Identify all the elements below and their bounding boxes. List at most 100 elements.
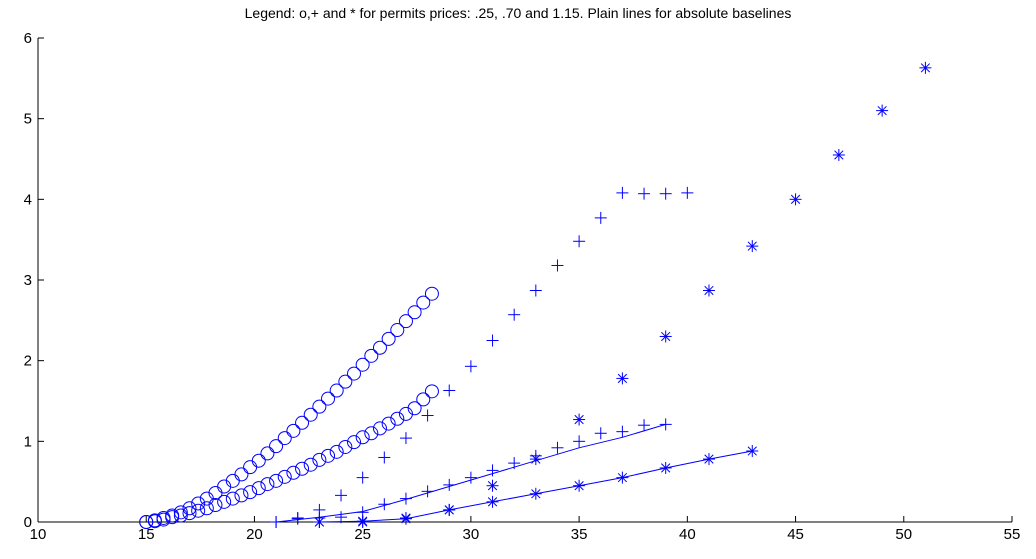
circle-marker <box>182 501 197 516</box>
circle-marker <box>407 401 422 416</box>
asterisk-marker <box>746 445 759 458</box>
plus-marker <box>616 425 629 438</box>
asterisk-marker <box>789 193 802 206</box>
asterisk-marker <box>313 516 326 528</box>
asterisk-marker <box>443 503 456 516</box>
asterisk-marker <box>702 453 715 466</box>
plus-marker <box>486 464 499 477</box>
x-tick-label: 15 <box>138 526 155 543</box>
circle-marker <box>277 469 292 484</box>
plus-marker <box>443 384 456 397</box>
x-tick-label: 10 <box>30 526 47 543</box>
plus-marker <box>551 441 564 454</box>
asterisk-marker <box>573 413 586 426</box>
plus-marker <box>378 451 391 464</box>
circle-marker <box>269 439 284 454</box>
circle-marker <box>312 399 327 414</box>
circle-marker <box>390 323 405 338</box>
circle-marker <box>372 421 387 436</box>
circle-marker <box>347 435 362 450</box>
circle-marker <box>355 430 370 445</box>
asterisk-marker <box>486 479 499 492</box>
x-tick-label: 50 <box>895 526 912 543</box>
circle-marker <box>329 383 344 398</box>
circle-marker <box>156 512 171 527</box>
plus-marker <box>616 186 629 199</box>
plus-marker <box>486 334 499 347</box>
y-tick-label: 1 <box>24 433 32 450</box>
asterisk-marker <box>746 240 759 253</box>
circle-marker <box>277 431 292 446</box>
x-tick-label: 35 <box>571 526 588 543</box>
asterisk-marker <box>399 512 412 525</box>
circle-marker <box>312 452 327 467</box>
circle-marker <box>147 514 162 529</box>
plus-marker <box>594 211 607 224</box>
x-tick-label: 40 <box>679 526 696 543</box>
asterisk-marker <box>659 461 672 474</box>
plus-marker <box>464 471 477 484</box>
asterisk-marker <box>832 148 845 161</box>
data-markers <box>139 61 932 529</box>
x-tick-label: 25 <box>354 526 371 543</box>
plus-marker <box>681 186 694 199</box>
plus-marker <box>399 432 412 445</box>
circle-marker <box>381 331 396 346</box>
circle-marker <box>295 461 310 476</box>
circle-marker <box>347 366 362 381</box>
y-tick-label: 3 <box>24 272 32 289</box>
circle-marker <box>321 391 336 406</box>
y-tick-label: 0 <box>24 514 32 531</box>
circle-marker <box>295 415 310 430</box>
circle-marker <box>191 503 206 518</box>
asterisk-marker <box>919 61 932 74</box>
x-tick-label: 20 <box>246 526 263 543</box>
plus-marker <box>508 308 521 321</box>
plus-marker <box>573 235 586 248</box>
circle-marker <box>243 460 258 475</box>
y-tick-label: 4 <box>24 191 32 208</box>
plus-marker <box>399 492 412 505</box>
plus-marker <box>464 360 477 373</box>
circle-marker <box>139 515 154 529</box>
circle-marker <box>424 384 439 399</box>
circle-marker <box>260 477 275 492</box>
plus-marker <box>659 418 672 431</box>
circle-marker <box>225 491 240 506</box>
plus-marker <box>659 187 672 200</box>
circle-marker <box>321 448 336 463</box>
circle-marker <box>173 508 188 523</box>
plus-marker <box>443 478 456 491</box>
asterisk-marker <box>616 372 629 385</box>
circle-marker <box>165 510 180 525</box>
circle-marker <box>286 465 301 480</box>
circle-marker <box>364 348 379 363</box>
asterisk-marker <box>356 515 369 528</box>
plus-marker <box>335 511 348 524</box>
circle-marker <box>199 501 214 516</box>
circle-marker <box>416 295 431 310</box>
plus-marker <box>573 435 586 448</box>
asterisk-marker <box>876 104 889 117</box>
plus-marker <box>421 409 434 422</box>
plus-marker <box>291 512 304 525</box>
circle-marker <box>381 416 396 431</box>
circle-marker <box>424 286 439 301</box>
circle-marker <box>407 305 422 320</box>
plus-marker <box>356 471 369 484</box>
plus-marker <box>421 485 434 498</box>
circle-marker <box>398 314 413 329</box>
y-tick-label: 2 <box>24 353 32 370</box>
circle-marker <box>338 374 353 389</box>
circle-marker <box>191 496 206 511</box>
chart-title: Legend: o,+ and * for permits prices: .2… <box>245 5 792 21</box>
plus-marker <box>594 427 607 440</box>
asterisk-marker <box>573 479 586 492</box>
y-tick-label: 6 <box>24 30 32 47</box>
plus-marker <box>335 489 348 502</box>
asterisk-marker <box>616 471 629 484</box>
plus-marker <box>529 284 542 297</box>
circle-marker <box>173 505 188 520</box>
